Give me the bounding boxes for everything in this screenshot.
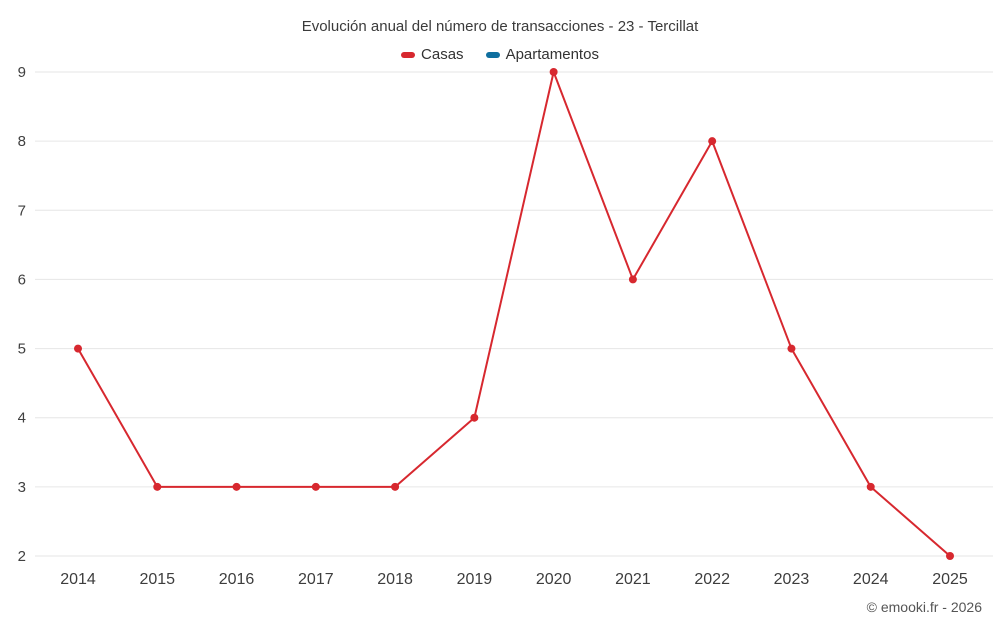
svg-text:3: 3 xyxy=(18,479,26,496)
legend: Casas Apartamentos xyxy=(0,46,1000,63)
svg-text:2: 2 xyxy=(18,548,26,565)
legend-item-apartamentos[interactable]: Apartamentos xyxy=(485,46,599,63)
legend-label-apartamentos: Apartamentos xyxy=(505,46,599,63)
svg-text:2018: 2018 xyxy=(377,571,413,588)
line-chart: 2 3 4 5 6 7 8 9 2014 2015 2016 2017 2018 2019 2020 2021… xyxy=(18,65,993,588)
chart-title: Evolución anual del número de transaccio… xyxy=(301,18,699,35)
svg-text:2016: 2016 xyxy=(219,571,255,588)
svg-text:8: 8 xyxy=(18,133,26,150)
casas-series-swatch-icon xyxy=(401,51,416,58)
svg-text:2019: 2019 xyxy=(457,571,493,588)
svg-text:2020: 2020 xyxy=(536,571,572,588)
svg-text:2022: 2022 xyxy=(694,571,730,588)
svg-text:6: 6 xyxy=(18,271,26,288)
svg-text:2021: 2021 xyxy=(615,571,651,588)
svg-text:2025: 2025 xyxy=(932,571,968,588)
legend-label-casas: Casas xyxy=(421,46,464,63)
svg-text:2014: 2014 xyxy=(60,571,96,588)
svg-text:2017: 2017 xyxy=(298,571,334,588)
svg-text:2024: 2024 xyxy=(853,571,889,588)
legend-item-casas[interactable]: Casas xyxy=(401,46,464,63)
svg-text:2023: 2023 xyxy=(774,571,810,588)
svg-text:4: 4 xyxy=(18,410,26,427)
svg-text:5: 5 xyxy=(18,341,26,358)
svg-text:7: 7 xyxy=(18,202,26,219)
svg-text:2015: 2015 xyxy=(139,571,175,588)
apartamentos-series-swatch-icon xyxy=(485,51,500,58)
svg-text:9: 9 xyxy=(18,65,26,81)
copyright-credit: © emooki.fr - 2026 xyxy=(866,599,982,615)
